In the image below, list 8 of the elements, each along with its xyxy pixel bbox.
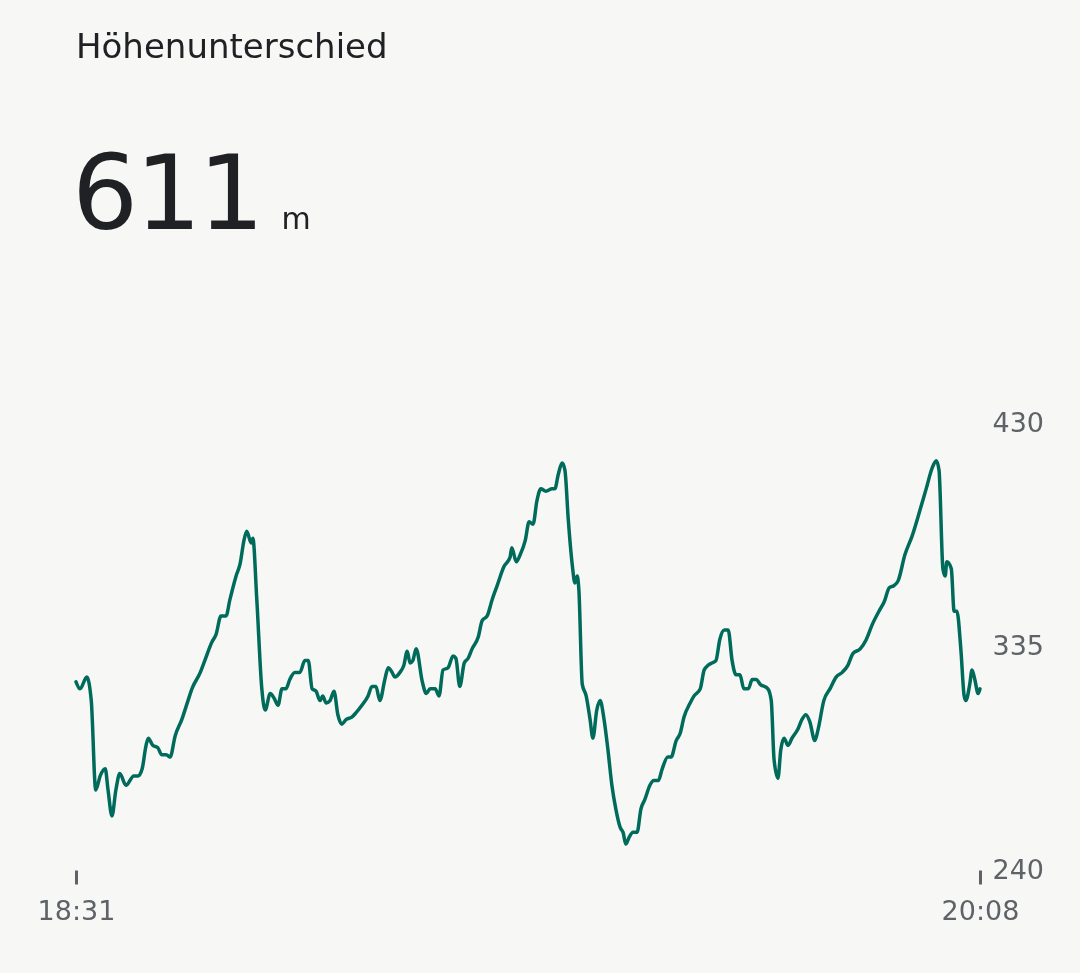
y-tick-label: 430 — [992, 406, 1045, 438]
x-tick-label: 20:08 — [941, 894, 1020, 926]
chart-subtitle: 611 m — [72, 132, 311, 254]
y-tick-label: 240 — [992, 853, 1045, 885]
x-tick-label: 18:31 — [37, 894, 116, 926]
line-series — [74, 458, 982, 846]
chart-title: Höhenunterschied — [76, 26, 388, 66]
y-tick-label: 335 — [992, 630, 1045, 661]
